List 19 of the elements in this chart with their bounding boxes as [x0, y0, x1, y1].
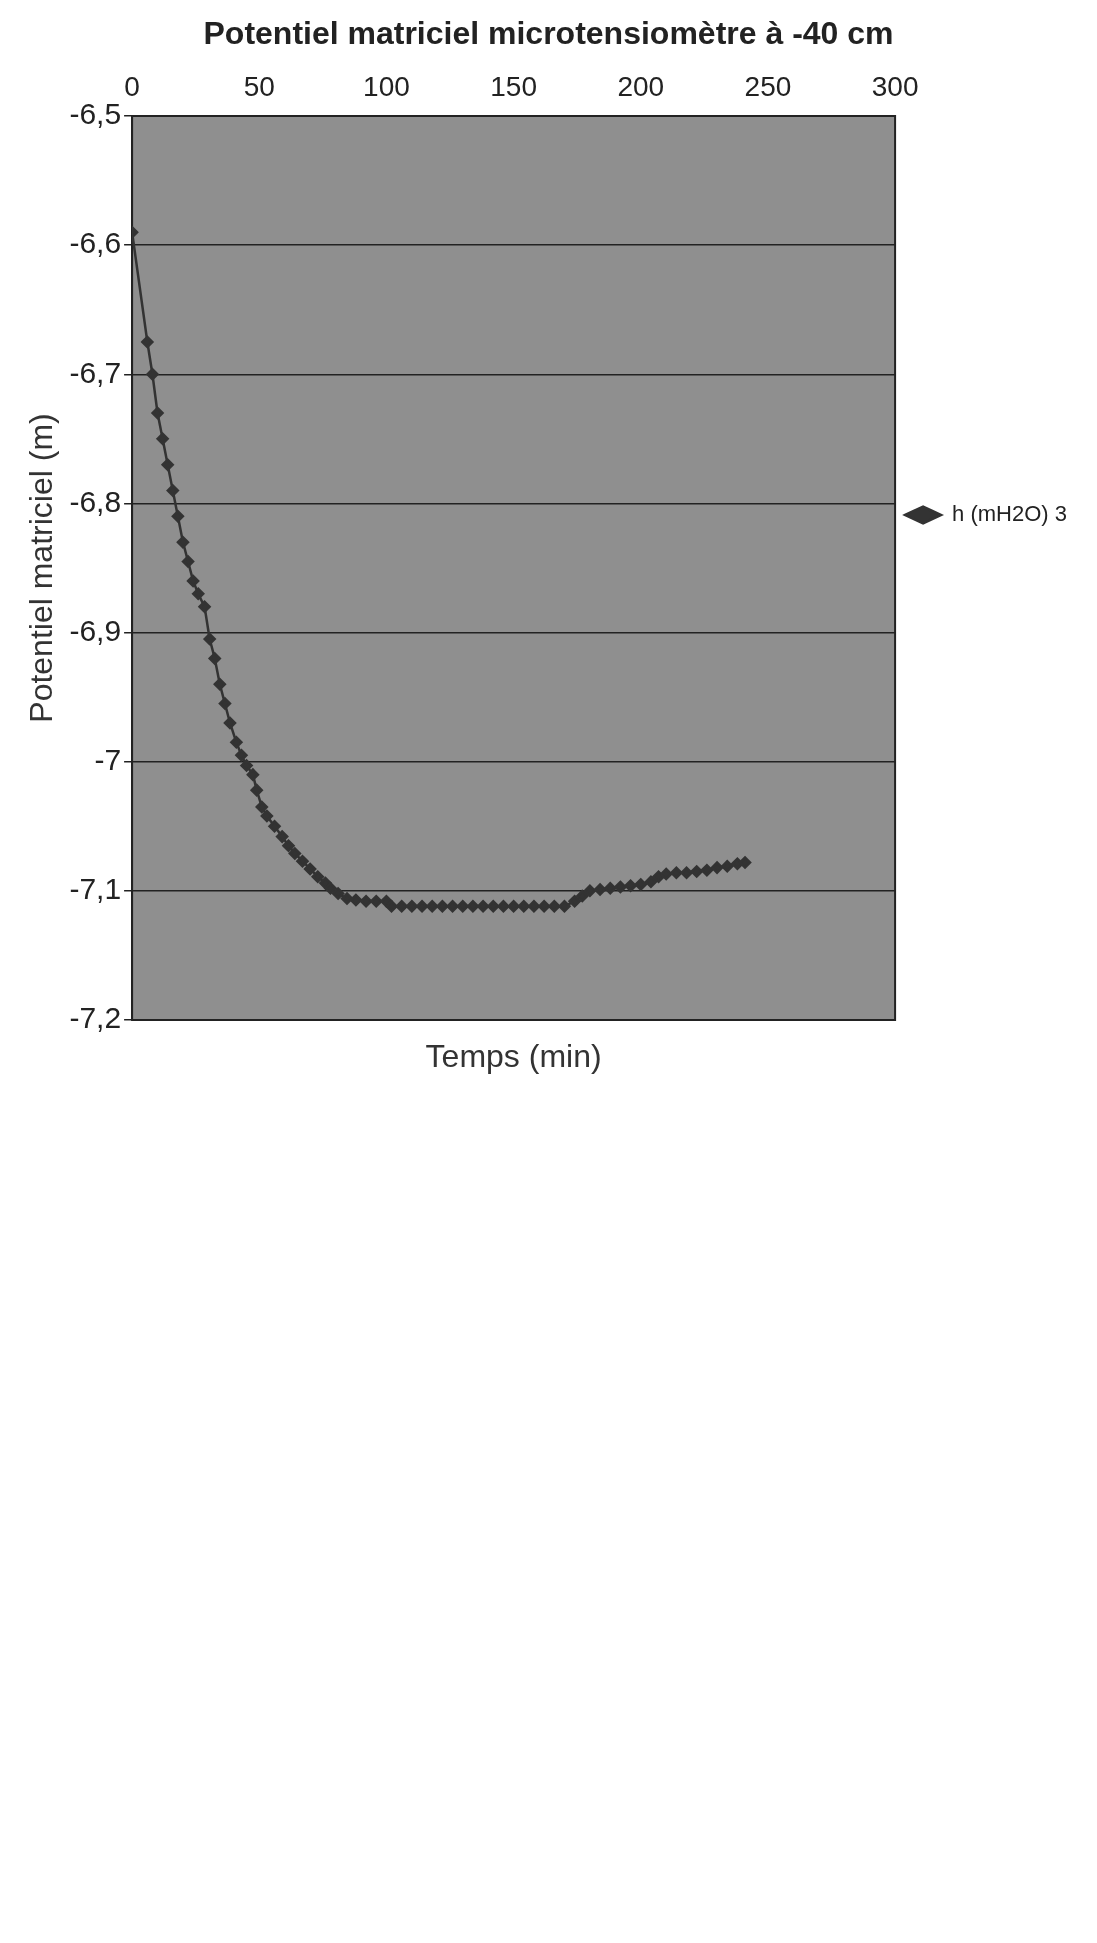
- y-tick-label: -6,6: [69, 226, 122, 260]
- x-tick-label: 0: [124, 70, 140, 102]
- chart-title: Potentiel matriciel microtensiomètre à -40 cm: [203, 15, 894, 52]
- y-tick-label: -7: [94, 742, 122, 776]
- y-tick-label: -6,9: [69, 613, 122, 647]
- x-axis-title: Temps (min): [425, 1037, 602, 1074]
- x-tick-label: 300: [871, 70, 919, 102]
- y-tick-label: -6,5: [69, 97, 122, 131]
- y-tick-label: -6,8: [69, 484, 122, 518]
- y-axis-title: Potentiel matriciel (m): [23, 413, 60, 723]
- x-tick-label: 200: [617, 70, 665, 102]
- y-tick-label: -7,2: [69, 1001, 122, 1035]
- x-tick-label: 100: [363, 70, 410, 102]
- x-tick-label: 150: [490, 70, 537, 102]
- legend-label: h (mH2O) 3: [952, 501, 1068, 527]
- y-tick-label: -6,7: [69, 355, 122, 389]
- x-tick-label: 250: [744, 70, 792, 102]
- x-tick-label: 50: [243, 70, 275, 102]
- y-tick-label: -7,1: [69, 872, 122, 906]
